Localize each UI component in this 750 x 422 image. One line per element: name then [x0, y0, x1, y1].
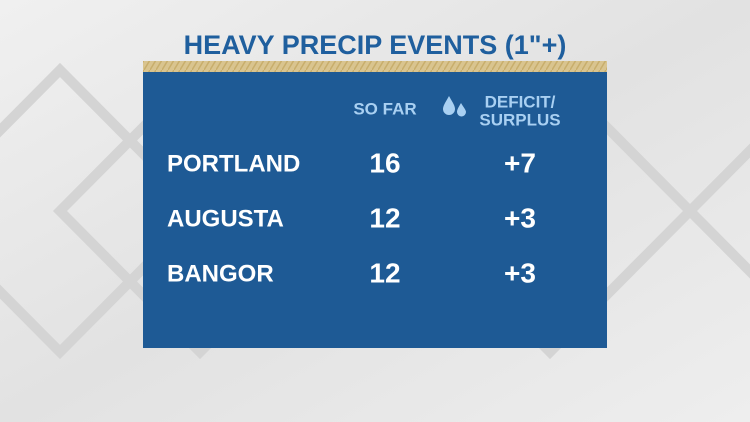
- row-name: BANGOR: [167, 260, 274, 287]
- row-name: AUGUSTA: [167, 205, 284, 232]
- column-header: SURPLUS: [479, 110, 560, 129]
- deficit-value: +3: [504, 257, 536, 288]
- column-header: DEFICIT/: [485, 92, 556, 111]
- column-header: SO FAR: [353, 99, 416, 118]
- deficit-value: +3: [504, 202, 536, 233]
- so-far-value: 12: [369, 257, 400, 288]
- gold-stripe: [143, 61, 607, 72]
- drop-icon: [443, 96, 466, 117]
- so-far-value: 16: [369, 147, 400, 178]
- row-name: PORTLAND: [167, 150, 300, 177]
- title: HEAVY PRECIP EVENTS (1"+): [184, 30, 567, 60]
- so-far-value: 12: [369, 202, 400, 233]
- deficit-value: +7: [504, 147, 536, 178]
- panel: [143, 72, 607, 348]
